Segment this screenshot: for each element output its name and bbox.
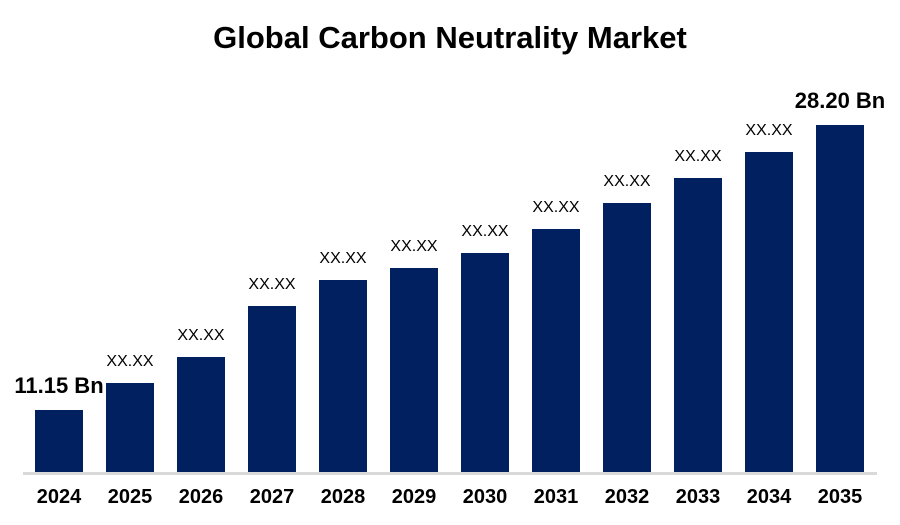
x-axis-label-2028: 2028 (320, 486, 366, 508)
bar-2034 (745, 152, 793, 472)
x-axis-label-2025: 2025 (107, 486, 153, 508)
bar-2031 (532, 229, 580, 472)
bar-value-label-2026: XX.XX (177, 327, 225, 344)
bar-value-label-2031: XX.XX (532, 199, 580, 216)
bar-2028 (319, 280, 367, 472)
bar-2033 (674, 178, 722, 472)
bar-value-label-2035: 28.20 Bn (794, 88, 886, 113)
bar-2025 (106, 383, 154, 472)
bar-2027 (248, 306, 296, 472)
x-axis-label-2030: 2030 (462, 486, 508, 508)
x-axis-label-2027: 2027 (249, 486, 295, 508)
bar-value-label-2030: XX.XX (461, 223, 509, 240)
x-axis-label-2033: 2033 (675, 486, 721, 508)
x-axis-label-2024: 2024 (36, 486, 82, 508)
x-axis-line (23, 472, 877, 475)
x-axis-label-2031: 2031 (533, 486, 579, 508)
x-axis-label-2029: 2029 (391, 486, 437, 508)
x-axis-label-2032: 2032 (604, 486, 650, 508)
x-axis-label-2026: 2026 (178, 486, 224, 508)
bar-2024 (35, 410, 83, 472)
bar-value-label-2032: XX.XX (603, 173, 651, 190)
bar-value-label-2034: XX.XX (745, 122, 793, 139)
bar-value-label-2024: 11.15 Bn (14, 373, 104, 398)
x-axis-label-2034: 2034 (746, 486, 792, 508)
bar-value-label-2027: XX.XX (248, 276, 296, 293)
chart-title: Global Carbon Neutrality Market (213, 20, 687, 55)
bar-2030 (461, 253, 509, 472)
bar-2035 (816, 125, 864, 472)
x-axis-label-2035: 2035 (817, 486, 863, 508)
bar-2026 (177, 357, 225, 472)
bar-value-label-2028: XX.XX (319, 250, 367, 267)
bar-2029 (390, 268, 438, 472)
bar-2032 (603, 203, 651, 472)
bar-chart: 11.15 Bn XX.XX XX.XX XX.XX XX.XX XX.XX XX.XX XX… (14, 88, 886, 475)
bar-value-label-2025: XX.XX (106, 353, 154, 370)
bar-value-label-2029: XX.XX (390, 238, 438, 255)
bar-value-label-2033: XX.XX (674, 148, 722, 165)
